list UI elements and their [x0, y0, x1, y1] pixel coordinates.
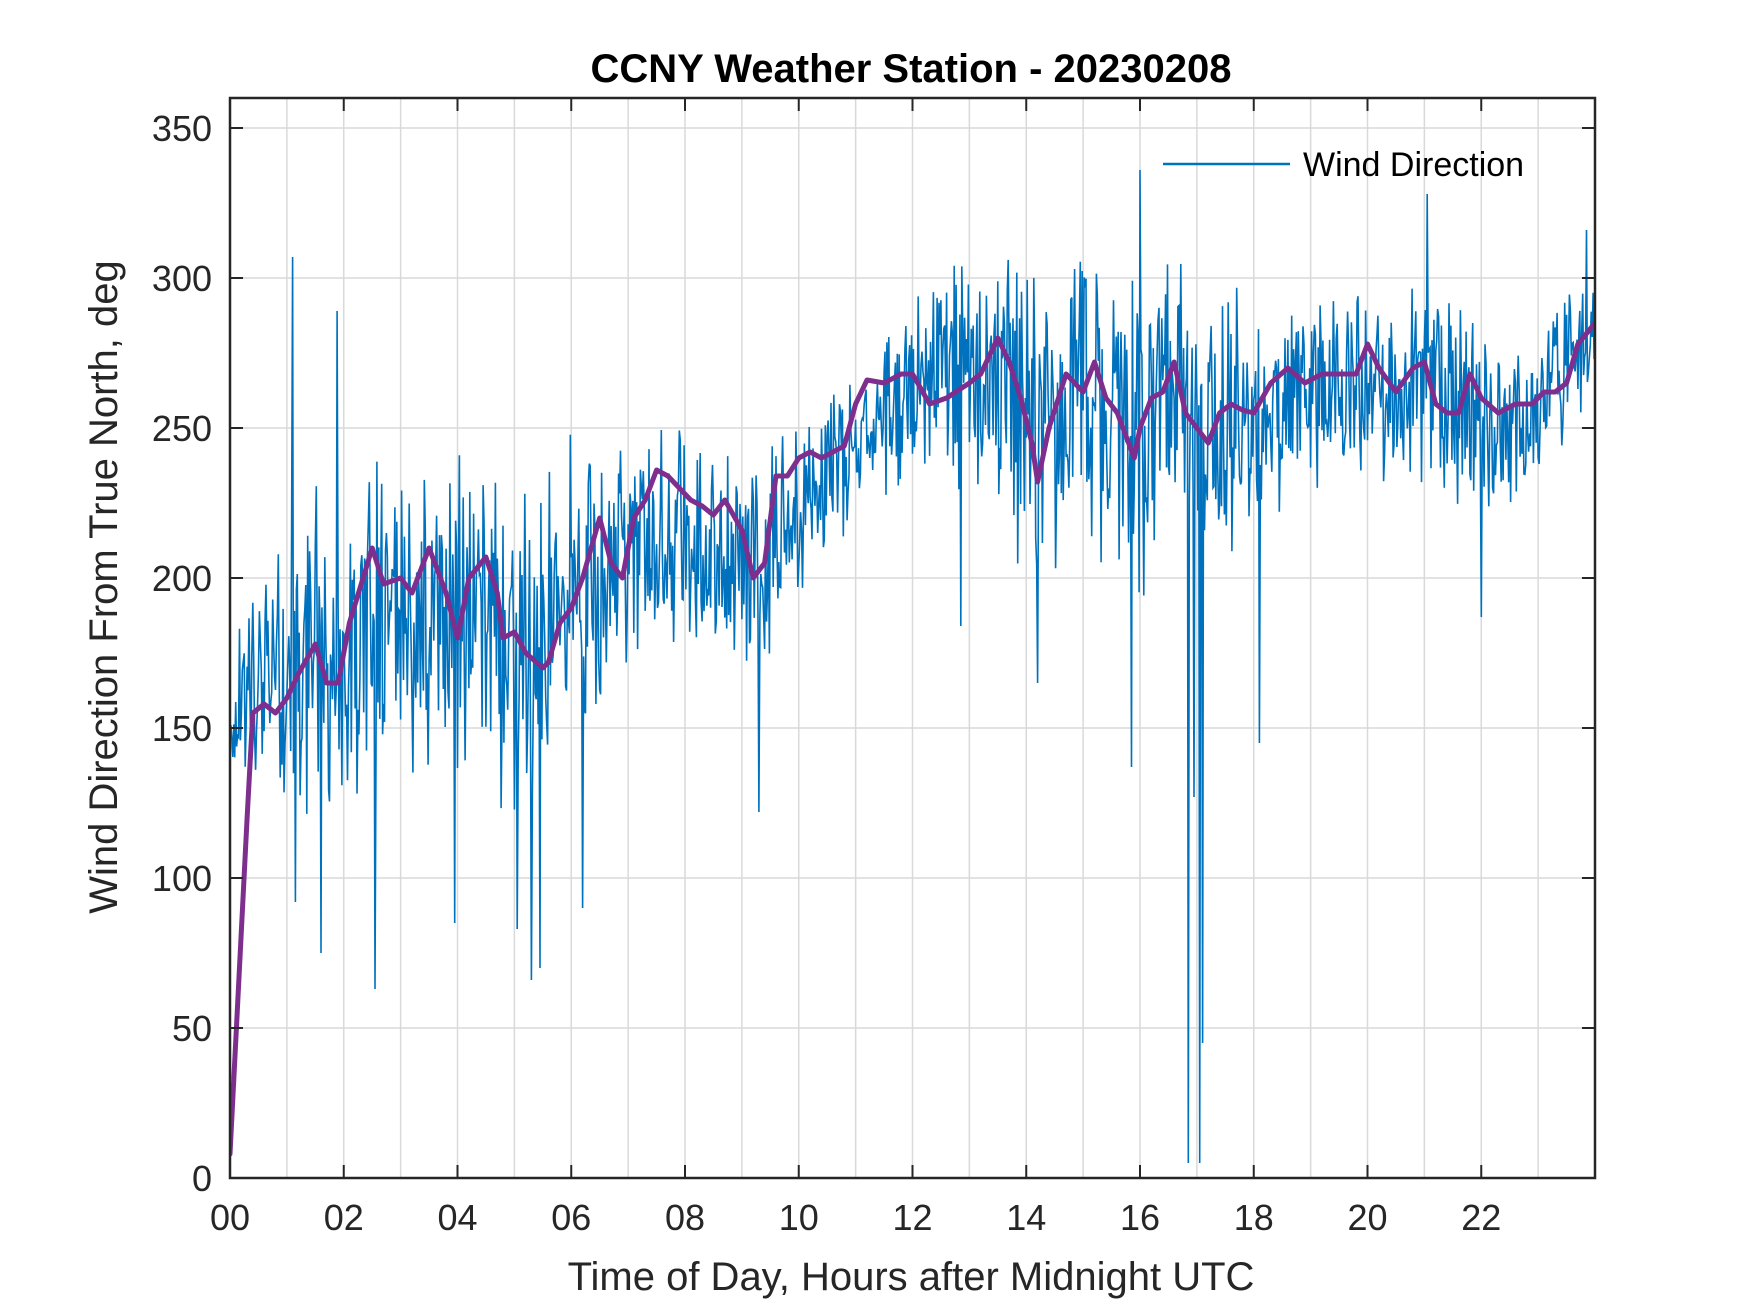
x-tick-label: 02 [324, 1197, 364, 1238]
legend: Wind Direction [1163, 146, 1524, 184]
y-tick-label: 300 [152, 258, 212, 299]
legend-label-wind-direction: Wind Direction [1303, 146, 1524, 184]
plot-data [230, 169, 1595, 1164]
grid [230, 98, 1595, 1178]
x-tick-label: 20 [1347, 1197, 1387, 1238]
x-tick-label: 14 [1006, 1197, 1046, 1238]
y-tick-label: 0 [192, 1158, 212, 1199]
y-tick-label: 50 [172, 1008, 212, 1049]
y-tick-label: 250 [152, 408, 212, 449]
x-tick-label: 12 [892, 1197, 932, 1238]
x-tick-labels: 00 02 04 06 08 10 12 14 16 18 20 22 [210, 1197, 1501, 1238]
y-axis-label: Wind Direction From True North, deg [82, 260, 126, 914]
y-tick-label: 350 [152, 108, 212, 149]
axis-ticks [229, 98, 1595, 1179]
x-tick-label: 08 [665, 1197, 705, 1238]
wind-direction-smoothed-line [230, 320, 1595, 1157]
x-tick-label: 22 [1461, 1197, 1501, 1238]
x-tick-label: 06 [551, 1197, 591, 1238]
x-axis-label: Time of Day, Hours after Midnight UTC [568, 1255, 1255, 1299]
y-tick-label: 100 [152, 858, 212, 899]
chart-title: CCNY Weather Station - 20230208 [591, 47, 1232, 91]
y-tick-label: 150 [152, 708, 212, 749]
y-tick-label: 200 [152, 558, 212, 599]
x-tick-label: 04 [437, 1197, 477, 1238]
x-tick-label: 00 [210, 1197, 250, 1238]
x-tick-label: 18 [1234, 1197, 1274, 1238]
x-tick-label: 16 [1120, 1197, 1160, 1238]
wind-direction-raw-line [230, 169, 1595, 1164]
y-tick-labels: 0 50 100 150 200 250 300 350 [152, 108, 212, 1199]
x-tick-label: 10 [779, 1197, 819, 1238]
